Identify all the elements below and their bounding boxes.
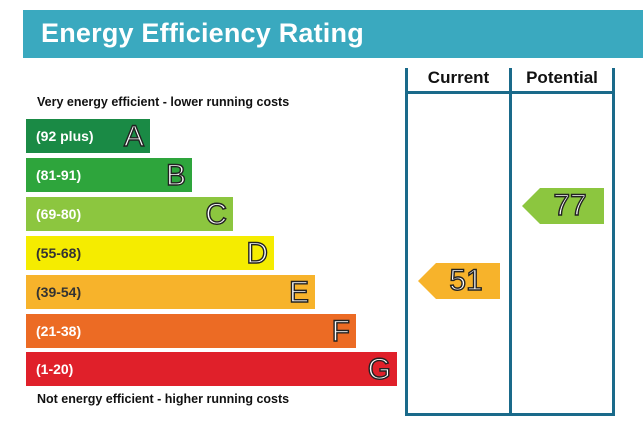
band-range: (1-20) <box>36 361 74 377</box>
potential-arrow-shape <box>522 188 604 224</box>
band-letter: E <box>288 275 309 309</box>
current-rating-value: 51 <box>449 263 484 297</box>
band-c: (69-80) C <box>26 197 233 232</box>
top-caption: Very energy efficient - lower running co… <box>37 95 290 109</box>
band-range: (69-80) <box>36 206 82 222</box>
rating-header: Energy Efficiency Rating <box>23 10 643 58</box>
band-range: (92 plus) <box>36 128 94 144</box>
bottom-line <box>405 413 615 416</box>
page-title: Energy Efficiency Rating <box>41 18 364 48</box>
band-range: (21-38) <box>36 323 82 339</box>
band-letter: C <box>205 197 228 231</box>
band-a: (92 plus) A <box>26 119 150 154</box>
band-b: (81-91) B <box>26 158 192 193</box>
band-d: (55-68) D <box>26 236 274 271</box>
band-e: (39-54) E <box>26 275 315 310</box>
divider-right <box>612 68 615 416</box>
current-arrow-shape <box>418 263 500 299</box>
band-letter: B <box>165 158 186 192</box>
band-g: (1-20) G <box>26 352 397 387</box>
bottom-caption: Not energy efficient - higher running co… <box>37 392 290 406</box>
potential-rating-value: 77 <box>553 188 588 222</box>
divider-left <box>405 68 408 416</box>
potential-column-title: Potential <box>526 68 598 87</box>
band-letter: A <box>123 119 144 153</box>
band-letter: F <box>331 314 351 348</box>
band-range: (81-91) <box>36 167 82 183</box>
band-range: (55-68) <box>36 245 82 261</box>
divider-middle <box>509 68 512 416</box>
potential-rating-arrow: 77 <box>522 188 604 224</box>
current-column-title: Current <box>427 68 490 87</box>
band-f: (21-38) F <box>26 314 356 349</box>
header-underline <box>405 91 615 94</box>
band-letter: G <box>367 352 392 386</box>
band-range: (39-54) <box>36 284 82 300</box>
band-letter: D <box>246 236 269 270</box>
current-rating-arrow: 51 <box>418 263 500 299</box>
